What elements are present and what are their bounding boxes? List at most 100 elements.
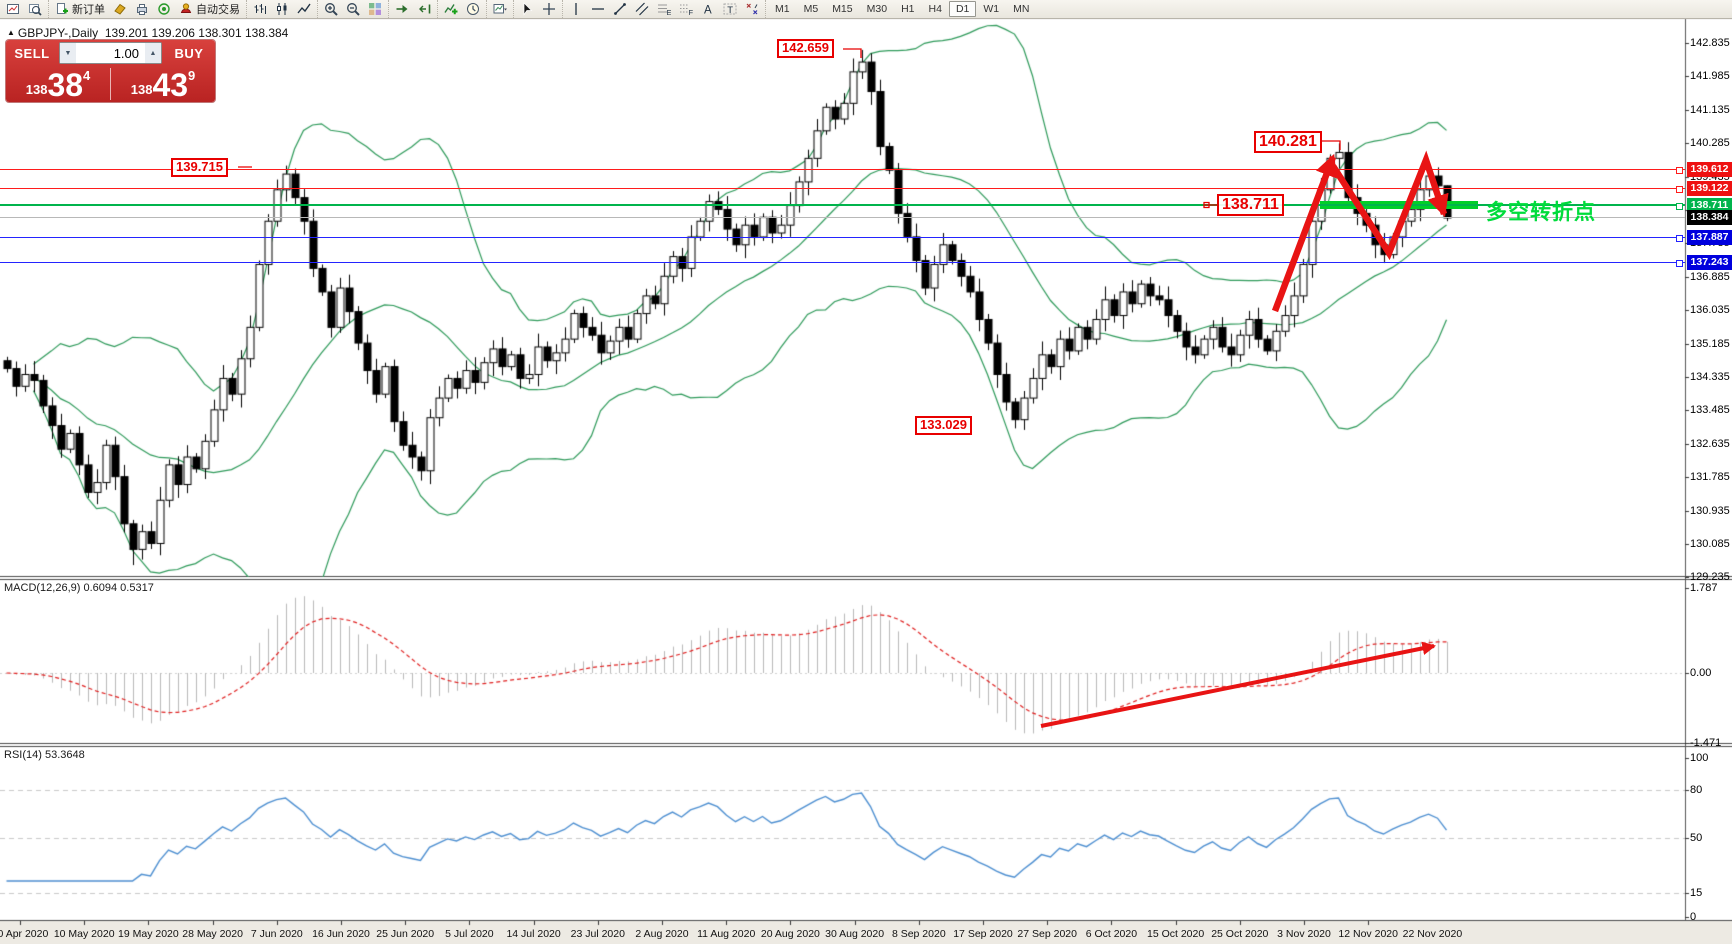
new-chart-button[interactable] <box>2 1 24 18</box>
macd-pane-label: MACD(12,26,9) 0.6094 0.5317 <box>4 582 154 594</box>
crosshair-button[interactable] <box>538 1 560 18</box>
templates-button[interactable] <box>489 1 511 18</box>
volume-increase-button[interactable]: ▲ <box>145 43 161 63</box>
horizontal-line-icon <box>592 8 604 10</box>
timeframe-group: M1 M5 M15 M30 H1 H4 D1 W1 MN <box>765 0 1038 18</box>
text-icon: A <box>704 5 712 17</box>
chart-title: ▲ GBPJPY-,Daily 139.201 139.206 138.301 1… <box>7 26 288 40</box>
toolbar-group <box>513 0 562 18</box>
timeframe-h1[interactable]: H1 <box>901 3 915 15</box>
channel-button[interactable] <box>631 1 653 18</box>
zoom-in-button[interactable] <box>320 1 342 18</box>
fibonacci-button[interactable]: E <box>653 1 675 18</box>
toolbar-group <box>388 0 437 18</box>
text-button[interactable]: A <box>697 1 719 18</box>
new-order-icon <box>57 3 68 14</box>
fibonacci-icon: E <box>658 4 672 16</box>
chart-ohlc-values: 139.201 139.206 138.301 138.384 <box>104 26 289 40</box>
volume-value[interactable]: 1.00 <box>113 45 139 61</box>
sound-button[interactable] <box>153 1 175 18</box>
sell-price[interactable]: 138 38 4 <box>6 66 110 102</box>
indicators-button[interactable] <box>440 1 462 18</box>
text-label-icon: T <box>723 3 737 16</box>
metaeditor-icon <box>114 3 126 15</box>
arrows-icon <box>746 3 758 15</box>
metaeditor-button[interactable] <box>109 1 131 18</box>
timeframe-h4[interactable]: H4 <box>928 3 942 15</box>
toolbar-group <box>437 0 486 18</box>
new-order-button-label: 新订单 <box>72 4 105 16</box>
timeframe-m1[interactable]: M1 <box>775 3 790 15</box>
vertical-line-button[interactable] <box>565 1 587 18</box>
trendline-icon <box>614 3 626 15</box>
auto-scroll-button[interactable] <box>391 1 413 18</box>
horizontal-line-button[interactable] <box>587 1 609 18</box>
periods-button[interactable] <box>462 1 484 18</box>
new-chart-icon <box>7 4 19 14</box>
autotrading-icon <box>180 3 192 13</box>
auto-scroll-icon <box>396 5 408 13</box>
zoom-out-icon <box>347 3 360 16</box>
autotrading-button-label: 自动交易 <box>196 4 240 16</box>
timeframe-m15[interactable]: M15 <box>832 3 853 15</box>
print-button[interactable] <box>131 1 153 18</box>
sell-price-pips: 38 <box>47 67 84 103</box>
rsi-pane-label: RSI(14) 53.3648 <box>4 749 85 761</box>
svg-text:E: E <box>667 8 672 16</box>
toolbar-group <box>317 0 388 18</box>
sell-price-figure: 138 <box>25 82 48 97</box>
bar-chart-button[interactable] <box>249 1 271 18</box>
buy-price-figure: 138 <box>130 82 153 97</box>
volume-decrease-button[interactable]: ▼ <box>60 43 76 63</box>
indicators-icon <box>444 4 458 15</box>
chart-shift-button[interactable] <box>413 1 435 18</box>
toolbar-group: 新订单 自动交易 <box>48 0 246 18</box>
arrows-button[interactable] <box>741 1 763 18</box>
line-chart-button[interactable] <box>293 1 315 18</box>
profiles-button[interactable] <box>24 1 46 18</box>
templates-icon <box>493 4 507 14</box>
one-click-trade-panel: SELL ▼ 1.00 ▲ BUY 138 38 4 138 43 9 <box>6 40 215 102</box>
cursor-icon <box>523 2 533 16</box>
timeframe-w1[interactable]: W1 <box>983 3 1000 15</box>
chart-shift-icon <box>419 4 431 14</box>
timeframe-m5[interactable]: M5 <box>803 3 819 15</box>
zoom-out-button[interactable] <box>342 1 364 18</box>
profiles-icon <box>29 4 42 16</box>
toolbar-group <box>486 0 513 18</box>
line-chart-icon <box>297 3 311 14</box>
rsi-current-value: 53.3648 <box>44 749 85 761</box>
toolbar-group <box>246 0 317 18</box>
support-level-bar[interactable] <box>1320 201 1478 210</box>
trendline-button[interactable] <box>609 1 631 18</box>
sound-icon <box>158 3 170 15</box>
autotrading-button[interactable]: 自动交易 <box>175 1 244 18</box>
periods-icon <box>467 3 479 15</box>
macd-current-values: 0.6094 0.5317 <box>83 582 154 594</box>
svg-text:A: A <box>704 5 712 17</box>
fibo-expansion-button[interactable]: F <box>675 1 697 18</box>
svg-text:F: F <box>689 8 694 16</box>
timeframe-d1[interactable]: D1 <box>948 1 977 17</box>
sell-button[interactable]: SELL <box>14 45 50 61</box>
tile-windows-button[interactable] <box>364 1 386 18</box>
turning-point-note[interactable]: 多空转折点 <box>1486 201 1596 224</box>
main-toolbar: 新订单 自动交易 E F A T M1 M5 M15 M30 H1 H4 D1 W1 MN <box>0 0 1732 19</box>
candlestick-chart-button[interactable] <box>271 1 293 18</box>
crosshair-icon <box>543 3 555 15</box>
buy-button[interactable]: BUY <box>174 45 204 61</box>
buy-price[interactable]: 138 43 9 <box>111 66 215 102</box>
print-icon <box>137 4 147 15</box>
text-label-button[interactable]: T <box>719 1 741 18</box>
sell-price-point: 4 <box>83 68 91 83</box>
timeframe-mn[interactable]: MN <box>1013 3 1030 15</box>
svg-text:T: T <box>727 5 733 16</box>
timeframe-m30[interactable]: M30 <box>866 3 888 15</box>
cursor-button[interactable] <box>516 1 538 18</box>
new-order-button[interactable]: 新订单 <box>51 1 109 18</box>
buy-price-pips: 43 <box>152 67 189 103</box>
toolbar-group <box>0 0 48 18</box>
